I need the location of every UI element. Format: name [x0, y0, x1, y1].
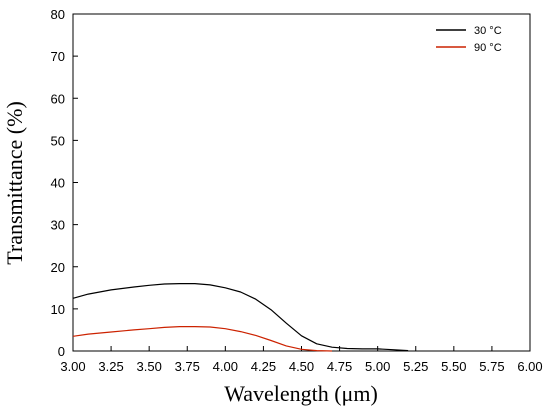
plot-frame — [72, 13, 531, 352]
legend: 30 °C 90 °C — [436, 25, 502, 54]
y-tick-label: 20 — [51, 260, 65, 275]
y-axis-ticks: 0 10 20 30 40 50 60 70 80 — [51, 7, 78, 359]
x-tick-label: 5.25 — [403, 359, 428, 374]
x-tick-label: 4.25 — [251, 359, 276, 374]
x-tick-label: 3.25 — [98, 359, 123, 374]
x-tick-label: 4.00 — [213, 359, 238, 374]
y-tick-label: 80 — [51, 7, 65, 22]
y-axis-title: Transmittance (%) — [2, 101, 27, 265]
y-tick-label: 70 — [51, 49, 65, 64]
series-line-90c — [72, 326, 333, 352]
x-tick-label: 4.50 — [289, 359, 314, 374]
x-tick-label: 3.75 — [175, 359, 200, 374]
series-layer — [72, 283, 409, 352]
x-tick-label: 5.75 — [479, 359, 504, 374]
y-tick-label: 30 — [51, 218, 65, 233]
x-tick-label: 3.00 — [60, 359, 85, 374]
series-line-30c — [72, 283, 409, 352]
x-tick-label: 4.75 — [327, 359, 352, 374]
y-tick-label: 10 — [51, 302, 65, 317]
y-tick-label: 60 — [51, 91, 65, 106]
x-tick-label: 5.00 — [365, 359, 390, 374]
legend-label: 30 °C — [474, 25, 502, 37]
x-tick-label: 5.50 — [441, 359, 466, 374]
x-axis-title: Wavelength (μm) — [224, 381, 378, 406]
x-axis-ticks: 3.00 3.25 3.50 3.75 4.00 4.25 4.50 4.75 5.00 5.25… — [60, 346, 543, 374]
x-tick-label: 3.50 — [137, 359, 162, 374]
y-tick-label: 40 — [51, 176, 65, 191]
x-tick-label: 6.00 — [517, 359, 542, 374]
legend-label: 90 °C — [474, 42, 502, 54]
y-tick-label: 50 — [51, 133, 65, 148]
y-tick-label: 0 — [58, 344, 65, 359]
